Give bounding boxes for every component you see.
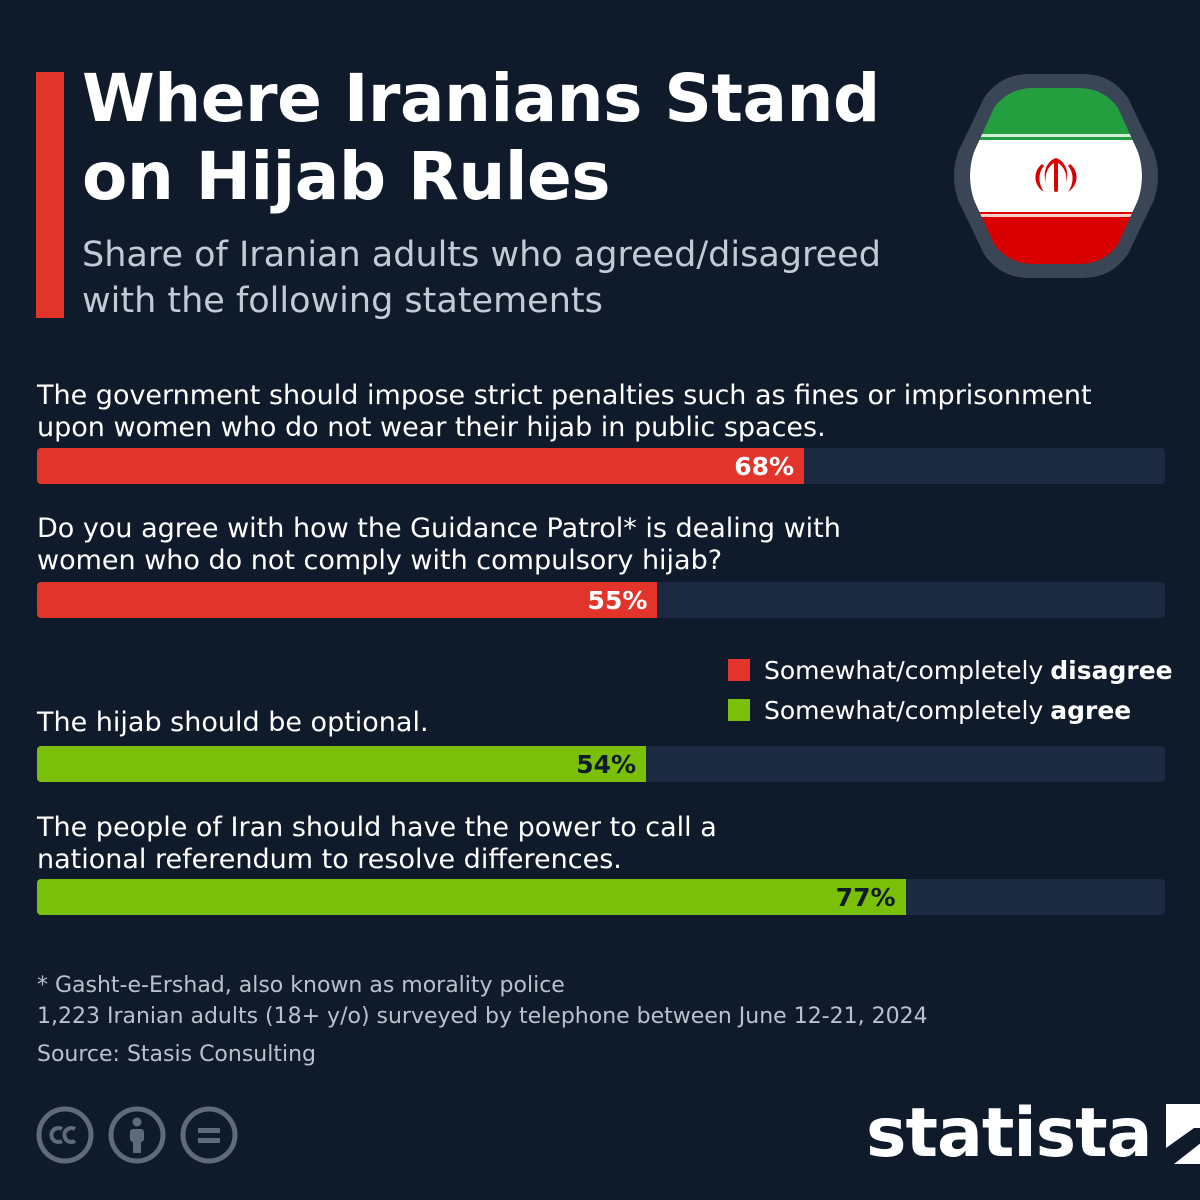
bar-fill: 55%: [37, 582, 658, 618]
by-person-icon[interactable]: [108, 1106, 166, 1164]
legend-swatch-agree: [728, 699, 750, 721]
bar-question: The government should impose strict pena…: [37, 380, 1092, 443]
bar-track: 77%: [37, 879, 1165, 915]
nd-equals-icon[interactable]: [180, 1106, 238, 1164]
statista-logo-icon: [1165, 1104, 1200, 1164]
bar-fill: 68%: [37, 448, 805, 484]
legend: Somewhat/completely disagree Somewhat/co…: [728, 650, 1173, 730]
footnotes: * Gasht-e-Ershad, also known as morality…: [37, 970, 928, 1070]
chart-title: Where Iranians Stand on Hijab Rules: [82, 60, 880, 215]
bar-track: 68%: [37, 448, 1165, 484]
chart-subtitle: Share of Iranian adults who agreed/disag…: [82, 235, 881, 321]
legend-swatch-disagree: [728, 659, 750, 681]
brand-wordmark: statista: [866, 1094, 1153, 1173]
accent-bar: [36, 72, 64, 318]
survey-note: 1,223 Iranian adults (18+ y/o) surveyed …: [37, 1004, 928, 1029]
bar-track: 54%: [37, 746, 1165, 782]
legend-label: Somewhat/completely: [764, 655, 1044, 685]
legend-label-emphasis: agree: [1050, 695, 1132, 725]
bar-question: The hijab should be optional.: [37, 707, 429, 738]
iran-flag-icon: [954, 74, 1158, 278]
legend-item-disagree: Somewhat/completely disagree: [728, 650, 1173, 690]
bar-question: Do you agree with how the Guidance Patro…: [37, 513, 841, 576]
legend-label: Somewhat/completely: [764, 695, 1044, 725]
bar-value-label: 68%: [734, 451, 795, 481]
footnote: * Gasht-e-Ershad, also known as morality…: [37, 973, 565, 998]
statista-logo[interactable]: statista: [866, 1094, 1200, 1174]
bar-question: The people of Iran should have the power…: [37, 812, 717, 875]
legend-label-emphasis: disagree: [1050, 655, 1173, 685]
bar-fill: 77%: [37, 879, 906, 915]
bar-value-label: 54%: [576, 749, 637, 779]
legend-item-agree: Somewhat/completely agree: [728, 690, 1173, 730]
bar-value-label: 55%: [587, 585, 648, 615]
bar-value-label: 77%: [835, 882, 896, 912]
bar-fill: 54%: [37, 746, 647, 782]
bar-track: 55%: [37, 582, 1165, 618]
source-note: Source: Stasis Consulting: [37, 1042, 316, 1067]
license-icons: [36, 1106, 238, 1164]
cc-icon[interactable]: [36, 1106, 94, 1164]
